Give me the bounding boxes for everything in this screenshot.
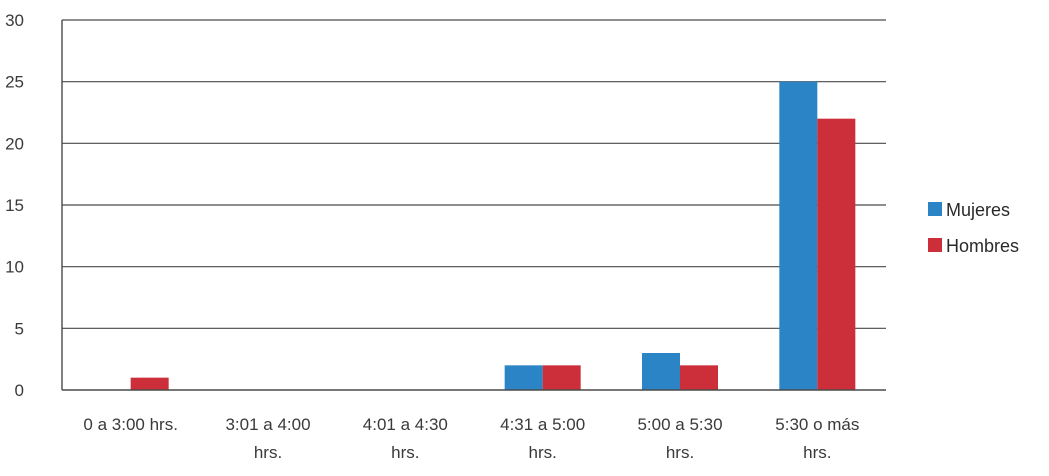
legend-label-hombres: Hombres — [946, 236, 1019, 256]
bar-mujeres-4 — [642, 353, 680, 390]
bar-hombres-4 — [680, 365, 718, 390]
x-tick-label-5: 5:30 o más hrs. — [775, 415, 859, 462]
y-tick-label-20: 20 — [5, 134, 24, 153]
x-tick-label-0: 0 a 3:00 hrs. — [83, 415, 178, 434]
bars — [130, 81, 856, 391]
y-tick-label-25: 25 — [5, 73, 24, 92]
y-tick-label-0: 0 — [15, 381, 24, 400]
legend-swatch-hombres — [928, 238, 942, 252]
y-tick-label-15: 15 — [5, 196, 24, 215]
x-tick-label-1: 3:01 a 4:00 hrs. — [225, 415, 310, 462]
y-tick-label-10: 10 — [5, 258, 24, 277]
y-tick-labels: 0 5 10 15 20 25 30 — [5, 11, 24, 400]
bar-mujeres-5 — [779, 81, 818, 391]
y-tick-label-5: 5 — [15, 319, 24, 338]
legend-label-mujeres: Mujeres — [946, 200, 1010, 220]
axes — [61, 20, 886, 391]
bar-mujeres-3 — [504, 365, 543, 390]
x-tick-labels: 0 a 3:00 hrs. 3:01 a 4:00 hrs. 4:01 a 4:30 h… — [83, 415, 859, 462]
x-tick-label-3: 4:31 a 5:00 hrs. — [500, 415, 585, 462]
bar-hombres-3 — [542, 365, 581, 390]
y-tick-label-30: 30 — [5, 11, 24, 30]
bar-hombres-0 — [130, 377, 169, 390]
legend: Mujeres Hombres — [928, 200, 1019, 256]
x-tick-label-2: 4:01 a 4:30 hrs. — [363, 415, 448, 462]
legend-swatch-mujeres — [928, 202, 942, 216]
bar-hombres-5 — [817, 118, 856, 391]
gridlines — [62, 19, 886, 329]
x-tick-label-4: 5:00 a 5:30 hrs. — [637, 415, 722, 462]
